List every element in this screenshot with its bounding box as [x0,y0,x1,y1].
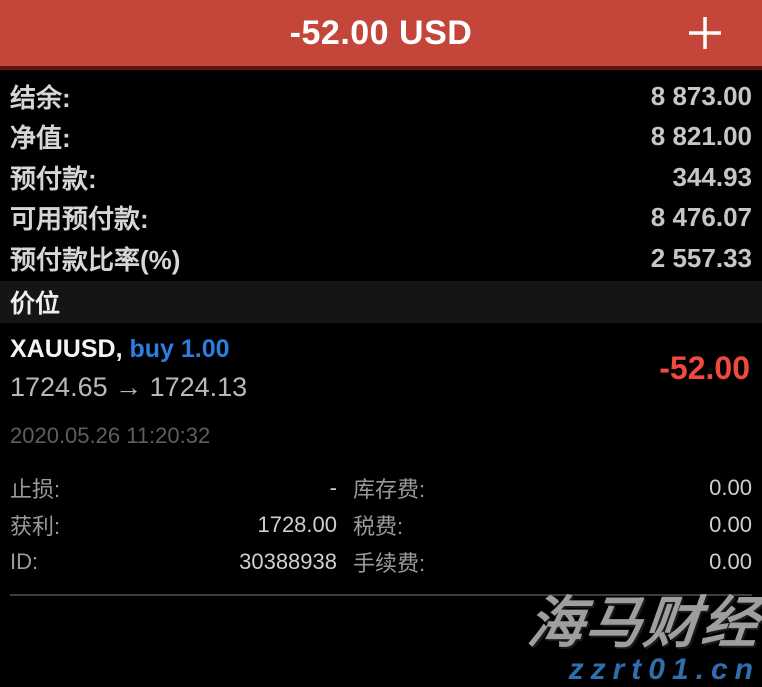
position-profit: -52.00 [659,350,750,387]
margin-level-label: 预付款比率(%) [10,244,181,275]
taxes-value: 0.00 [709,511,752,537]
swap-label: 库存费: [353,476,426,502]
header-bar: -52.00 USD [0,0,762,70]
take-profit-value: 1728.00 [257,511,337,537]
swap-row: 库存费: 0.00 [353,469,752,506]
position-details: 止损: - 库存费: 0.00 获利: 1728.00 税费: 0.00 ID:… [10,469,752,580]
equity-label: 净值: [10,123,71,154]
take-profit-row: 获利: 1728.00 [10,506,337,543]
stop-loss-label: 止损: [10,476,61,502]
position-item[interactable]: XAUUSD, buy 1.00 1724.65 → 1724.13 -52.0… [0,323,762,597]
balance-value: 8 873.00 [650,80,752,111]
symbol-line: XAUUSD, buy 1.00 [10,333,247,366]
free-margin-label: 可用预付款: [10,204,149,235]
watermark-brand: 海马财经 [524,591,762,654]
account-summary: 结余: 8 873.00 净值: 8 821.00 预付款: 344.93 可用… [0,70,762,279]
position-info: XAUUSD, buy 1.00 1724.65 → 1724.13 [10,333,247,406]
taxes-row: 税费: 0.00 [353,506,752,543]
stop-loss-value: - [329,474,337,500]
symbol-name: XAUUSD, [10,334,123,363]
add-order-button[interactable] [684,12,726,54]
free-margin-value: 8 476.07 [650,202,752,233]
bottom-divider [10,594,752,597]
order-id-row: ID: 30388938 [10,543,337,580]
position-top: XAUUSD, buy 1.00 1724.65 → 1724.13 -52.0… [10,333,752,406]
total-profit-title: -52.00 USD [289,13,473,52]
equity-value: 8 821.00 [650,121,752,152]
plus-icon [689,17,721,49]
margin-label: 预付款: [10,163,97,194]
open-close-prices: 1724.65 → 1724.13 [10,372,248,402]
commission-label: 手续费: [353,550,426,576]
swap-value: 0.00 [709,474,752,500]
account-row-free-margin: 可用预付款: 8 476.07 [10,198,752,239]
order-id-value: 30388938 [239,548,337,574]
order-direction: buy 1.00 [129,334,230,363]
watermark-url: zzrt01.cn [568,653,760,686]
position-datetime: 2020.05.26 11:20:32 [10,423,211,449]
take-profit-label: 获利: [10,513,61,539]
commission-value: 0.00 [709,548,752,574]
stop-loss-row: 止损: - [10,469,337,506]
order-id-label: ID: [10,548,39,574]
commission-row: 手续费: 0.00 [353,543,752,580]
watermark: 海马财经 zzrt01.cn [524,591,762,686]
margin-value: 344.93 [672,161,752,192]
account-row-margin: 预付款: 344.93 [10,157,752,198]
positions-section-header: 价位 [0,280,762,323]
account-row-margin-level: 预付款比率(%) 2 557.33 [10,238,752,279]
margin-level-value: 2 557.33 [650,242,752,273]
taxes-label: 税费: [353,513,404,539]
balance-label: 结余: [10,82,71,113]
positions-section-title: 价位 [10,289,61,318]
account-row-balance: 结余: 8 873.00 [10,76,752,117]
account-row-equity: 净值: 8 821.00 [10,117,752,158]
